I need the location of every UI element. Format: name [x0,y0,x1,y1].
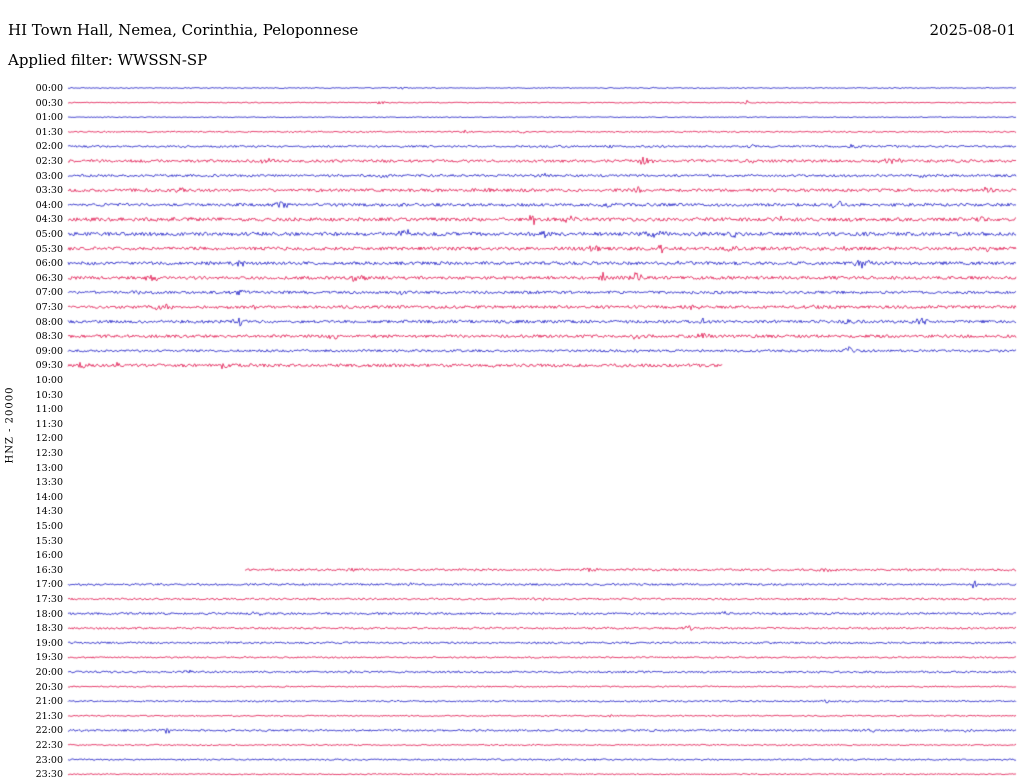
time-label: 22:30 [35,740,63,751]
time-label: 17:30 [35,594,63,605]
time-label: 10:00 [35,375,63,386]
time-label: 14:30 [35,506,63,518]
time-label: 02:00 [35,141,63,153]
time-label: 12:30 [35,448,63,459]
applied-filter-label: Applied filter: WWSSN-SP [8,51,208,69]
time-label: 21:00 [35,696,63,708]
time-label: 07:30 [35,302,63,313]
time-label: 22:00 [35,725,63,737]
time-label: 03:00 [35,170,63,182]
time-label: 07:00 [35,287,63,299]
time-label: 20:30 [35,681,63,693]
time-label: 04:00 [35,199,63,211]
time-label: 05:00 [35,229,63,240]
time-label: 08:00 [35,316,63,328]
time-label: 12:00 [35,433,63,445]
time-label: 13:00 [35,462,63,474]
time-label: 17:00 [35,579,63,591]
time-label: 23:00 [35,754,63,766]
time-label: 16:30 [35,564,63,576]
time-label: 03:30 [35,185,63,197]
time-label: 11:30 [35,418,63,430]
time-label: 08:30 [35,331,63,343]
time-label: 13:30 [35,477,63,489]
time-label: 20:00 [35,667,63,678]
time-label: 11:00 [35,404,63,416]
time-label: 01:30 [35,126,63,138]
time-label: 05:30 [35,243,63,255]
time-label: 21:30 [35,710,63,722]
time-label: 02:30 [35,156,63,167]
time-label: 18:30 [35,623,63,635]
record-date: 2025-08-01 [929,21,1016,39]
station-title: HI Town Hall, Nemea, Corinthia, Peloponn… [8,21,359,39]
time-label: 00:00 [35,83,63,94]
time-label: 10:30 [35,389,63,401]
time-label: 15:30 [35,535,63,547]
time-label: 09:00 [35,345,63,357]
time-label: 14:00 [35,491,63,503]
time-label: 15:00 [35,521,63,532]
time-label: 00:30 [35,97,63,109]
time-label: 18:00 [35,608,63,620]
time-label: 01:00 [35,112,63,124]
time-label: 09:30 [35,360,63,372]
time-label: 06:00 [35,258,63,270]
time-label: 23:30 [35,769,63,780]
time-label: 19:00 [35,637,63,649]
time-label: 16:00 [35,550,63,562]
time-label: 19:30 [35,652,63,664]
time-label: 04:30 [35,214,63,226]
time-label: 06:30 [35,272,63,284]
